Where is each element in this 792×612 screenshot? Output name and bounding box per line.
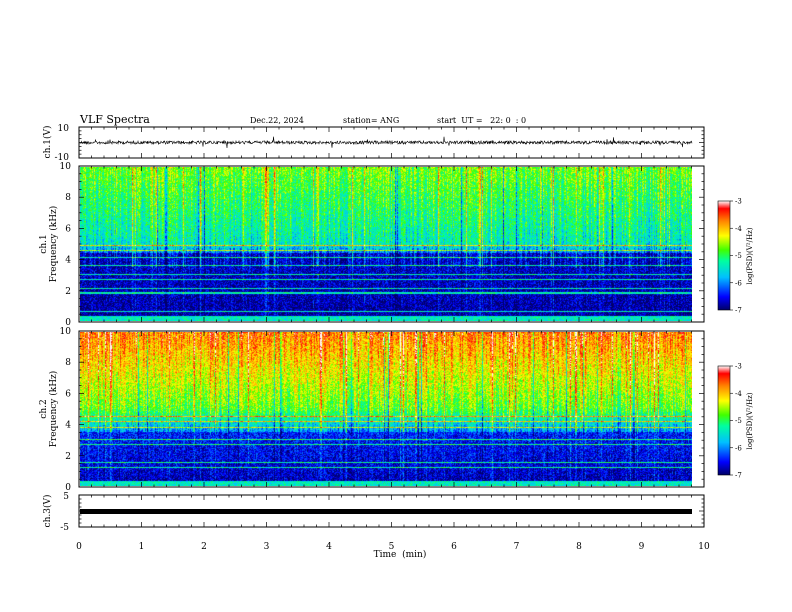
ch2-spectrogram-yticks: 10 8 6 4 2 0 xyxy=(60,327,704,493)
y-tick-label: 6 xyxy=(65,224,71,234)
x-tick-label: 4 xyxy=(326,542,332,552)
ch2-spectrogram-ylabel-channel: ch.2 xyxy=(39,399,49,418)
colorbar-tick-label: -4 xyxy=(735,390,742,398)
x-tick-label: 2 xyxy=(201,542,207,552)
y-tick-label: 6 xyxy=(65,389,71,399)
colorbar-tick-label: -6 xyxy=(735,279,742,287)
x-tick-label: 5 xyxy=(389,542,395,552)
x-tick-label: 10 xyxy=(698,542,710,552)
y-tick-label: 8 xyxy=(65,358,71,368)
time-axis-label: Time (min) xyxy=(374,549,427,560)
ch1-colorbar: -3 -4 -5 -6 -7 log(PSD)(V²/Hz) xyxy=(717,198,754,315)
x-tick-label: 6 xyxy=(451,542,457,552)
ch1-waveform-line xyxy=(79,136,693,149)
colorbar-tick-label: -3 xyxy=(735,198,742,206)
colorbar-tick-label: -7 xyxy=(735,307,742,315)
y-tick-label: 2 xyxy=(65,452,71,462)
colorbar-tick-label: -4 xyxy=(735,225,742,233)
ch1-ytick-bottom: -10 xyxy=(55,153,70,163)
time-axis-ticks: 0 1 2 3 4 5 6 7 8 9 10 xyxy=(76,542,710,552)
colorbar-tick-label: -5 xyxy=(735,417,742,425)
ch2-spectrogram-ylabel: Frequency (kHz) xyxy=(48,371,59,448)
colorbar-tick-label: -5 xyxy=(735,252,742,260)
y-tick-label: 0 xyxy=(65,483,71,493)
y-tick-label: 8 xyxy=(65,193,71,203)
ch2-colorbar-scale xyxy=(717,365,731,476)
y-tick-label: 10 xyxy=(60,327,72,337)
ch1-spectrogram-ylabel-channel: ch.1 xyxy=(39,234,49,253)
colorbar-tick-label: -7 xyxy=(735,472,742,480)
colorbar-tick-label: -6 xyxy=(735,444,742,452)
ch3-waveform-panel: 5 -5 ch.3(V) xyxy=(42,492,705,533)
figure-station: station= ANG xyxy=(343,116,399,125)
y-tick-label: 4 xyxy=(65,421,71,431)
ch3-waveform-ylabel: ch.3(V) xyxy=(42,495,53,528)
ch1-spectrogram-ylabel: Frequency (kHz) xyxy=(48,206,59,283)
figure-title: VLF Spectra xyxy=(79,113,150,126)
figure-start-ut: start UT = 22: 0 : 0 xyxy=(437,116,526,125)
ch1-spectrogram-image xyxy=(80,167,692,321)
x-tick-label: 3 xyxy=(264,542,270,552)
colorbar-tick-label: -3 xyxy=(735,363,742,371)
ch1-spectrogram-panel: 10 8 6 4 2 0 ch.1 Frequency (kHz) xyxy=(39,162,705,328)
ch2-spectrogram-panel: 10 8 6 4 2 0 ch.2 Frequency (kHz) xyxy=(39,327,705,493)
ch1-ytick-top: 10 xyxy=(58,124,70,134)
x-tick-label: 1 xyxy=(139,542,145,552)
x-tick-label: 8 xyxy=(576,542,582,552)
ch3-waveform-trace xyxy=(80,509,692,514)
ch1-waveform-panel: 10 -10 ch.1(V) xyxy=(42,124,705,163)
x-tick-label: 7 xyxy=(514,542,520,552)
ch1-colorbar-label: log(PSD)(V²/Hz) xyxy=(746,227,754,284)
ch2-spectrogram-image xyxy=(80,332,692,486)
ch1-colorbar-scale xyxy=(717,200,731,311)
ch2-colorbar: -3 -4 -5 -6 -7 log(PSD)(V²/Hz) xyxy=(717,363,754,480)
ch1-waveform-trace xyxy=(79,136,693,149)
ch3-ytick-bottom: -5 xyxy=(60,523,69,533)
y-tick-label: 0 xyxy=(65,318,71,328)
ch1-waveform-ylabel: ch.1(V) xyxy=(42,126,53,159)
y-tick-label: 10 xyxy=(60,162,72,172)
ch3-ytick-top: 5 xyxy=(63,492,69,502)
x-tick-label: 0 xyxy=(76,542,82,552)
y-tick-label: 4 xyxy=(65,256,71,266)
ch1-spectrogram-yticks: 10 8 6 4 2 0 xyxy=(60,162,704,328)
x-tick-label: 9 xyxy=(639,542,645,552)
y-tick-label: 2 xyxy=(65,287,71,297)
ch2-colorbar-label: log(PSD)(V²/Hz) xyxy=(746,392,754,449)
figure-date: Dec.22, 2024 xyxy=(250,116,304,125)
